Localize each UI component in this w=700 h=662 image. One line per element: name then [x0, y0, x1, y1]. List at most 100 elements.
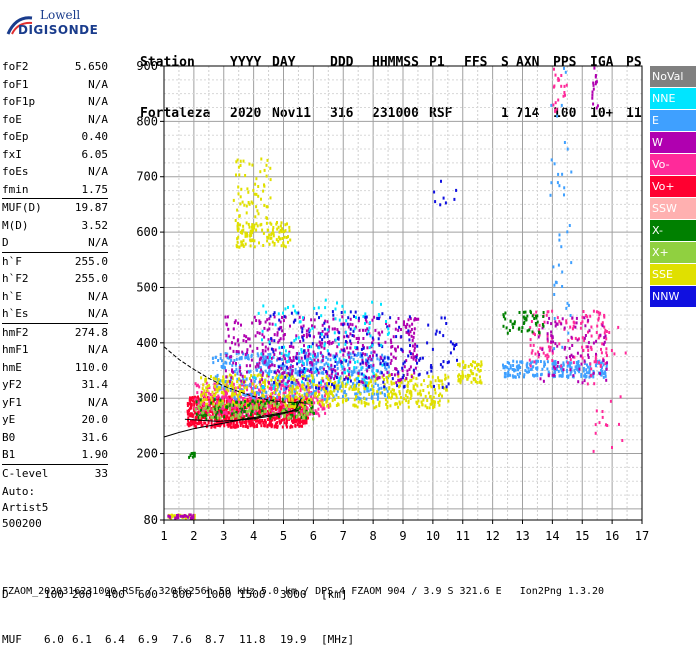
echo-point — [273, 243, 276, 247]
echo-point — [336, 361, 339, 365]
echo-point — [413, 331, 416, 335]
ionogram-chart: 1 2 3 4 5 6 7 8 9 10 11 12 13 14 15 16 17 80200300400500… — [136, 59, 649, 543]
echo-point — [542, 324, 545, 328]
legend-item-ssw: SSW — [650, 198, 696, 219]
echo-point — [243, 397, 246, 401]
echo-point — [313, 325, 316, 329]
echo-point — [557, 172, 560, 176]
echo-point — [249, 234, 251, 238]
echo-point — [219, 398, 222, 402]
echo-point — [317, 358, 320, 362]
echo-cluster-4 — [224, 315, 420, 385]
echo-point — [330, 392, 333, 396]
echo-point — [272, 407, 275, 411]
echo-point — [235, 386, 237, 390]
echo-point — [206, 409, 209, 412]
echo-point — [569, 314, 572, 317]
echo-point — [263, 387, 266, 391]
echo-point — [338, 386, 341, 390]
echo-point — [286, 395, 288, 399]
echo-point — [345, 359, 348, 363]
echo-point — [201, 411, 204, 415]
echo-point — [567, 375, 570, 379]
echo-point — [585, 314, 588, 317]
echo-point — [300, 396, 303, 400]
echo-point — [187, 515, 189, 519]
echo-point — [531, 330, 534, 334]
echo-point — [210, 375, 212, 378]
echo-point — [552, 85, 555, 89]
echo-point — [570, 369, 573, 373]
echo-point — [576, 351, 579, 355]
echo-point — [340, 364, 343, 368]
echo-point — [262, 189, 265, 193]
echo-point — [317, 407, 320, 411]
echo-cluster-23 — [188, 451, 196, 459]
echo-point — [506, 360, 509, 364]
echo-point — [570, 366, 573, 370]
echo-point — [434, 379, 437, 383]
echo-point — [324, 382, 327, 386]
echo-point — [208, 407, 211, 411]
echo-point — [309, 381, 312, 385]
echo-point — [442, 196, 445, 200]
echo-point — [229, 346, 232, 350]
echo-point — [305, 411, 308, 415]
header-label-7: S — [501, 55, 509, 70]
echo-point — [341, 315, 344, 319]
echo-point — [474, 377, 477, 381]
param-value: N/A — [88, 236, 108, 249]
echo-point — [409, 330, 412, 334]
echo-point — [406, 322, 409, 326]
echo-point — [237, 350, 240, 354]
echo-point — [477, 368, 480, 371]
echo-point — [401, 400, 404, 404]
echo-point — [336, 363, 339, 366]
echo-point — [340, 311, 343, 314]
echo-point — [529, 343, 532, 347]
echo-point — [354, 404, 357, 408]
echo-point — [336, 354, 339, 358]
echo-point — [238, 394, 241, 398]
echo-point — [263, 379, 266, 382]
echo-point — [551, 309, 554, 313]
echo-point — [253, 239, 256, 243]
echo-point — [222, 411, 224, 415]
echo-point — [602, 363, 605, 367]
echo-point — [199, 398, 202, 402]
echo-point — [426, 399, 429, 402]
echo-point — [198, 407, 201, 411]
echo-point — [268, 317, 271, 321]
echo-point — [330, 365, 333, 369]
echo-point — [227, 417, 230, 421]
echo-cluster-7 — [194, 401, 315, 421]
echo-point — [525, 370, 528, 374]
echo-point — [236, 400, 238, 404]
echo-point — [223, 389, 226, 393]
echo-point — [263, 326, 266, 330]
echo-point — [355, 366, 358, 370]
echo-point — [215, 397, 218, 401]
echo-point — [222, 377, 225, 381]
echo-point — [397, 374, 400, 378]
echo-point — [600, 347, 602, 351]
echo-point — [354, 325, 357, 329]
echo-point — [316, 368, 319, 372]
echo-cluster-10 — [232, 157, 272, 222]
echo-point — [310, 358, 313, 362]
echo-point — [226, 400, 228, 403]
echo-point — [295, 337, 297, 341]
echo-point — [304, 400, 306, 404]
echo-point — [565, 306, 568, 310]
echo-point — [411, 322, 414, 326]
echo-point — [288, 229, 291, 233]
echo-point — [275, 222, 278, 226]
echo-cluster-14 — [502, 309, 545, 335]
echo-point — [301, 398, 304, 402]
echo-point — [269, 166, 272, 170]
echo-point — [373, 350, 376, 354]
echo-point — [539, 360, 542, 363]
echo-point — [240, 229, 243, 233]
echo-point — [378, 343, 381, 347]
echo-point — [289, 238, 292, 242]
